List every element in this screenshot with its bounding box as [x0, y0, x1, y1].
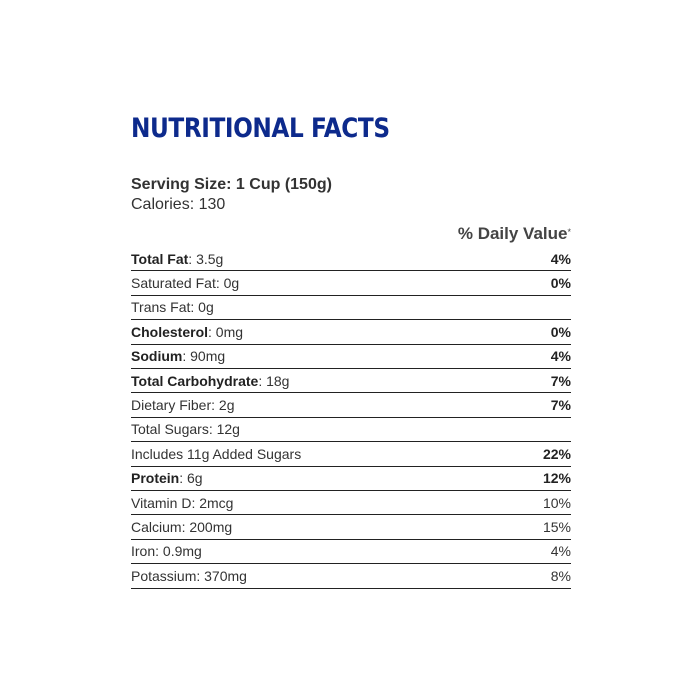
nutrient-row-trans-fat: Trans Fat: 0g: [131, 296, 571, 321]
page-title: NUTRITIONAL FACTS: [131, 113, 390, 144]
nutrient-row-calcium: Calcium: 200mg 15%: [131, 515, 571, 540]
nutrient-row-saturated-fat: Saturated Fat: 0g 0%: [131, 271, 571, 296]
nutrient-daily-value: 22%: [542, 445, 571, 462]
nutrient-daily-value: 4%: [550, 250, 571, 267]
nutrient-row-vitamin-d: Vitamin D: 2mcg 10%: [131, 491, 571, 516]
daily-value-header: % Daily Value*: [131, 223, 571, 247]
nutrition-facts-panel: NUTRITIONAL FACTS Serving Size: 1 Cup (1…: [131, 113, 571, 590]
nutrient-label: Protein: 6g: [131, 470, 203, 486]
nutrient-amount: : 0g: [215, 275, 240, 292]
nutrient-name: Vitamin D: [131, 494, 192, 511]
nutrient-row-sodium: Sodium: 90mg 4%: [131, 345, 571, 369]
nutrient-amount: : 3.5g: [188, 250, 224, 267]
nutrient-amount: : 200mg: [181, 518, 233, 535]
nutrient-label: Vitamin D: 2mcg: [131, 495, 233, 511]
nutrient-label: Includes 11g Added Sugars: [131, 446, 301, 462]
nutrient-name: Total Carbohydrate: [131, 372, 259, 389]
nutrient-amount: : 370mg: [196, 568, 247, 585]
nutrient-label: Dietary Fiber: 2g: [131, 397, 235, 413]
nutrient-name: Cholesterol: [131, 323, 209, 340]
nutrient-name: Saturated Fat: [131, 275, 216, 292]
nutrient-name: Dietary Fiber: [131, 397, 212, 414]
nutrient-amount: : 6g: [179, 470, 203, 487]
nutrient-label: Cholesterol: 0mg: [131, 324, 243, 340]
nutrient-row-potassium: Potassium: 370mg 8%: [131, 564, 571, 588]
nutrient-daily-value: 10%: [542, 494, 571, 511]
nutrient-daily-value: 4%: [550, 348, 571, 365]
daily-value-footnote-marker: *: [567, 227, 571, 237]
nutrient-name: Total Fat: [131, 250, 189, 267]
nutrient-row-protein: Protein: 6g 12%: [131, 467, 571, 491]
nutrient-daily-value: 7%: [550, 372, 571, 389]
nutrient-label: Trans Fat: 0g: [131, 299, 214, 315]
nutrient-amount: : 90mg: [182, 348, 226, 365]
daily-value-label: % Daily Value: [457, 224, 568, 243]
nutrient-daily-value: 0%: [550, 275, 571, 292]
calories: Calories: 130: [131, 196, 226, 213]
nutrient-name: Includes 11g Added Sugars: [131, 445, 302, 462]
nutrient-label: Sodium: 90mg: [131, 348, 225, 364]
serving-size: Serving Size: 1 Cup (150g): [131, 176, 332, 193]
nutrient-name: Trans Fat: [131, 299, 191, 316]
nutrient-amount: : 0.9mg: [155, 543, 202, 560]
nutrient-label: Saturated Fat: 0g: [131, 275, 239, 291]
nutrient-row-cholesterol: Cholesterol: 0mg 0%: [131, 320, 571, 345]
nutrient-daily-value: 8%: [550, 568, 571, 585]
nutrient-row-dietary-fiber: Dietary Fiber: 2g 7%: [131, 393, 571, 418]
nutrient-amount: : 18g: [258, 372, 290, 389]
nutrient-name: Protein: [131, 470, 180, 487]
nutrient-label: Calcium: 200mg: [131, 519, 232, 535]
nutrient-name: Total Sugars: [131, 421, 209, 438]
nutrient-daily-value: 15%: [542, 518, 571, 535]
nutrient-amount: : 2mcg: [191, 494, 234, 511]
nutrient-amount: : 2g: [211, 397, 235, 414]
nutrient-daily-value: 7%: [550, 397, 571, 414]
nutrient-name: Iron: [131, 543, 156, 560]
nutrient-name: Potassium: [131, 568, 197, 585]
nutrient-daily-value: 0%: [550, 323, 571, 340]
nutrient-label: Total Carbohydrate: 18g: [131, 373, 289, 389]
nutrient-row-total-fat: Total Fat: 3.5g 4%: [131, 247, 571, 272]
nutrient-daily-value: 4%: [550, 543, 571, 560]
nutrient-label: Total Fat: 3.5g: [131, 251, 223, 267]
nutrient-amount: : 0mg: [208, 323, 244, 340]
nutrient-amount: : 0g: [190, 299, 214, 316]
nutrient-amount: : 12g: [208, 421, 240, 438]
nutrient-label: Iron: 0.9mg: [131, 543, 202, 559]
nutrient-row-added-sugars: Includes 11g Added Sugars 22%: [131, 442, 571, 467]
nutrient-label: Potassium: 370mg: [131, 568, 247, 584]
nutrient-name: Calcium: [131, 518, 182, 535]
nutrient-table: Total Fat: 3.5g 4% Saturated Fat: 0g 0% …: [131, 247, 571, 590]
nutrient-row-total-sugars: Total Sugars: 12g: [131, 418, 571, 443]
nutrient-name: Sodium: [131, 348, 183, 365]
nutrient-daily-value: 12%: [542, 470, 571, 487]
nutrient-label: Total Sugars: 12g: [131, 421, 240, 437]
nutrient-row-total-carbohydrate: Total Carbohydrate: 18g 7%: [131, 369, 571, 394]
nutrient-row-iron: Iron: 0.9mg 4%: [131, 540, 571, 565]
